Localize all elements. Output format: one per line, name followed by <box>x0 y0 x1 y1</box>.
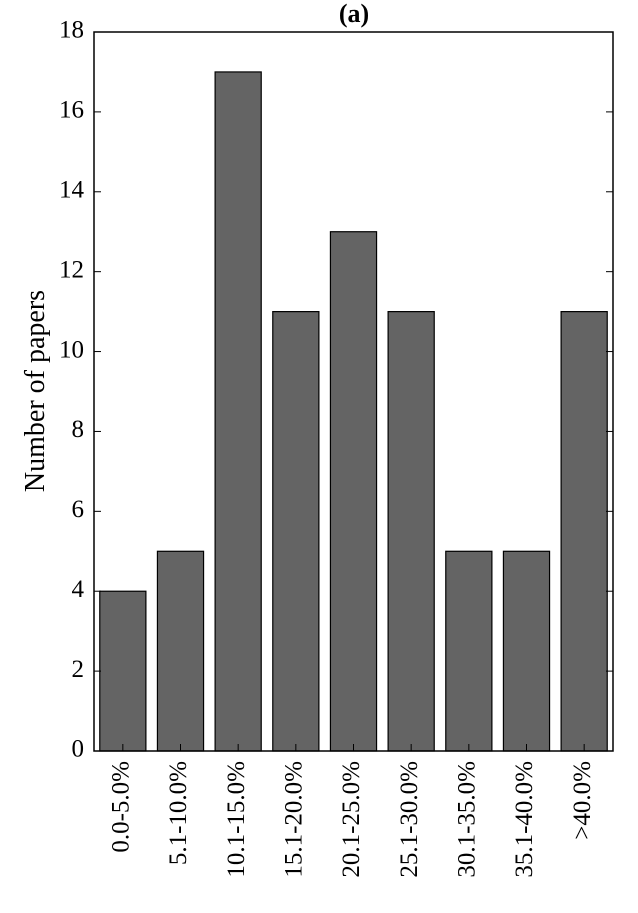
y-tick-label: 4 <box>72 576 85 603</box>
y-axis-label: Number of papers <box>20 290 51 492</box>
bar <box>560 311 608 752</box>
plot-frame <box>93 31 614 752</box>
y-tick-label: 0 <box>72 736 85 763</box>
y-tick-label: 18 <box>59 17 84 44</box>
bar <box>272 311 320 752</box>
y-ticks-group: 0 2 4 6 8 10 12 14 16 18 <box>59 17 613 763</box>
chart-title: (a) <box>339 0 369 28</box>
x-tick-label: 20.1-25.0% <box>338 761 365 878</box>
bar <box>387 311 435 752</box>
bar <box>214 71 262 752</box>
x-tick-label: 5.1-10.0% <box>165 761 192 865</box>
x-ticks-group: 0.0-5.0% 5.1-10.0% 10.1-15.0% 15.1-20.0% 20.… <box>108 744 596 878</box>
x-tick-label: 0.0-5.0% <box>108 761 135 853</box>
y-tick-label: 12 <box>59 256 84 283</box>
x-tick-label: 30.1-35.0% <box>454 761 481 878</box>
bar <box>445 550 493 752</box>
x-tick-label: >40.0% <box>569 761 596 840</box>
x-tick-label: 35.1-40.0% <box>511 761 538 878</box>
x-tick-label: 25.1-30.0% <box>396 761 423 878</box>
bar <box>502 550 551 752</box>
bar <box>329 231 378 752</box>
bars-group <box>99 71 608 752</box>
y-tick-label: 10 <box>59 336 84 363</box>
bar <box>156 550 205 752</box>
y-tick-label: 8 <box>72 416 85 443</box>
y-tick-label: 16 <box>59 97 84 124</box>
x-tick-label: 15.1-20.0% <box>281 761 308 878</box>
x-tick-label: 10.1-15.0% <box>223 761 250 878</box>
y-tick-label: 6 <box>72 496 85 523</box>
bar <box>99 590 147 752</box>
y-tick-label: 2 <box>72 656 85 683</box>
y-tick-label: 14 <box>59 177 85 204</box>
